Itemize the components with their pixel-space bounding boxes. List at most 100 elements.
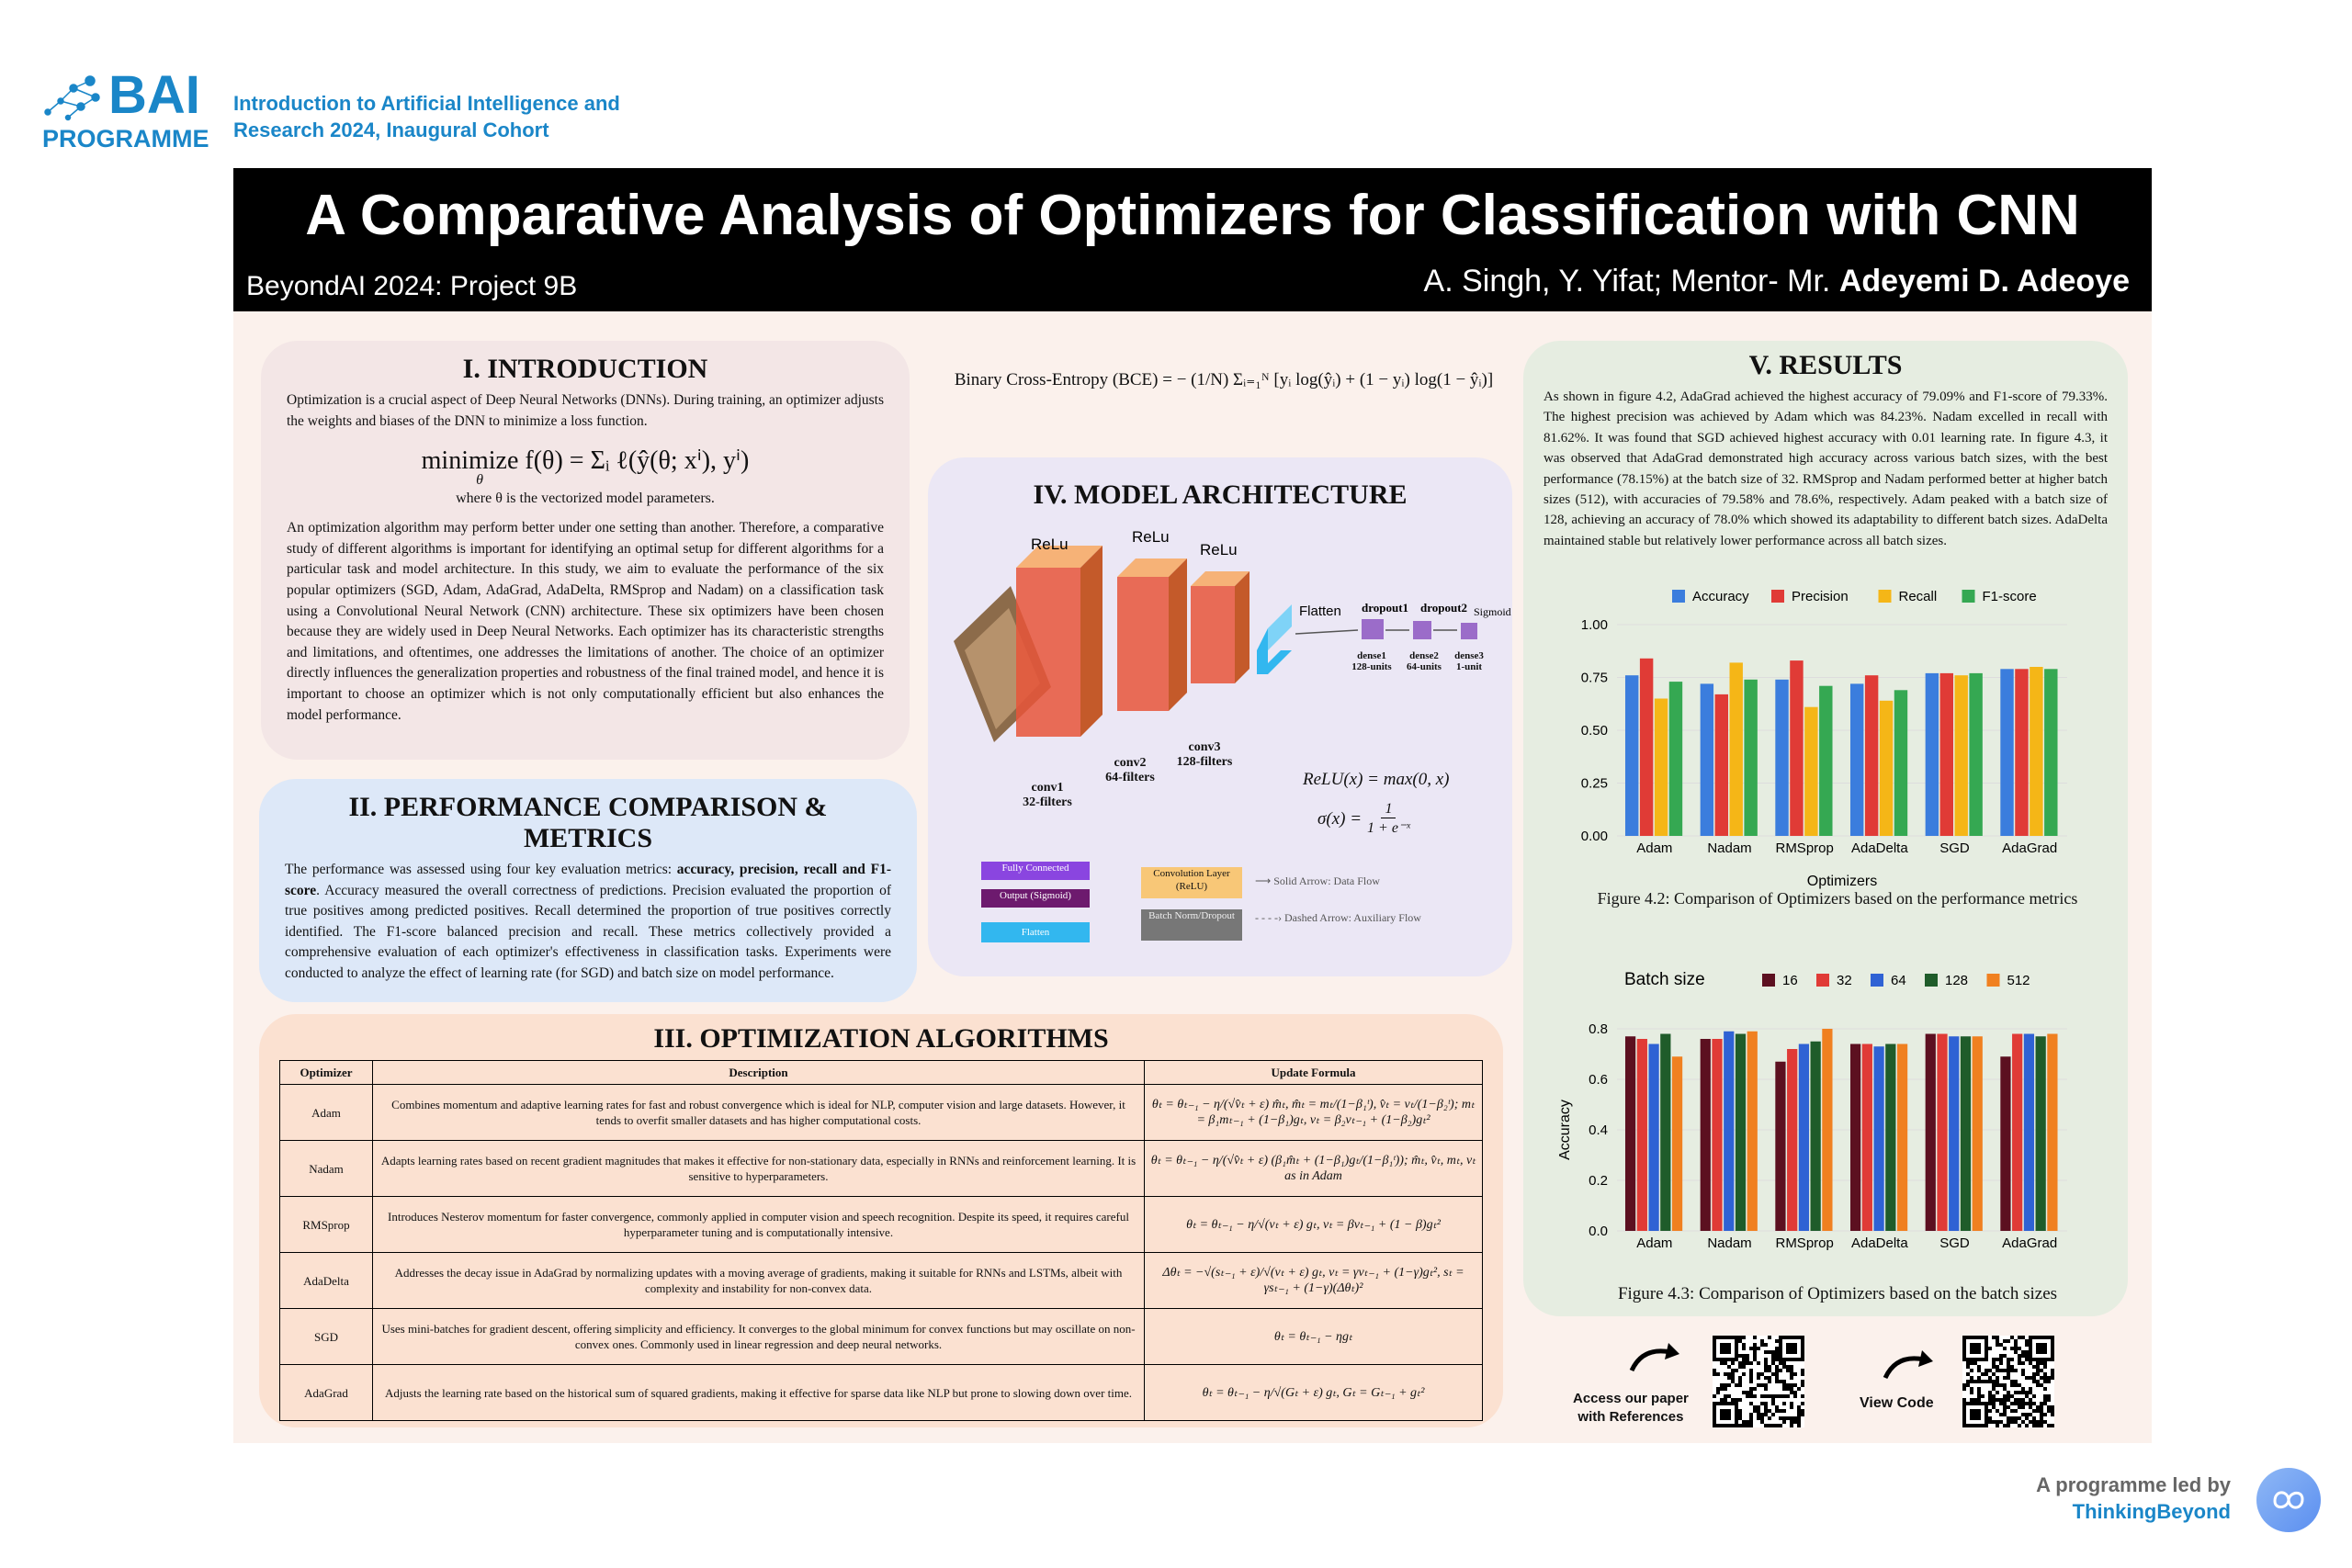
bar-64 <box>2023 1033 2035 1231</box>
legend-swatch <box>1871 974 1883 987</box>
y-tick-label: 0.4 <box>1589 1122 1608 1138</box>
dense3-block <box>1461 623 1477 639</box>
bar-recall <box>1729 662 1743 836</box>
table-row: RMSprop Introduces Nesterov momentum for … <box>279 1196 1483 1253</box>
bar-accuracy <box>1624 675 1639 836</box>
metrics-bar-chart: 0.00 0.25 0.50 0.75 1.00 Adam Nadam RMSprop AdaD… <box>1581 589 2067 889</box>
conv1-sub: 32-filters <box>1023 795 1072 809</box>
conv1-block <box>1016 568 1080 737</box>
table-row: AdaGrad Adjusts the learning rate based o… <box>279 1364 1483 1421</box>
bar-accuracy <box>1925 672 1939 836</box>
metrics-text: The performance was assessed using four … <box>285 860 891 985</box>
bar-512 <box>1671 1056 1683 1231</box>
x-tick-label: RMSprop <box>1775 1235 1833 1251</box>
table-row: SGD Uses mini-batches for gradient descen… <box>279 1308 1483 1365</box>
bar-512 <box>1747 1031 1758 1231</box>
flatten-block <box>1257 628 1268 674</box>
y-tick-label: 1.00 <box>1581 617 1608 633</box>
dense3-sub: 1-unit <box>1455 661 1483 672</box>
paper-link-line-2: with References <box>1577 1409 1684 1425</box>
footer-organization: ThinkingBeyond <box>2072 1500 2231 1523</box>
paper-qr-code[interactable] <box>1713 1336 1804 1427</box>
legend-swatch <box>1771 590 1784 603</box>
formula-cell: θₜ = θₜ₋₁ − η/√(Gₜ + ε) gₜ, Gₜ = Gₜ₋₁ + … <box>1144 1364 1483 1421</box>
metrics-text-bold: accuracy, precision, recall and F1-score <box>285 862 892 898</box>
figure-4-3-caption: Figure 4.3: Comparison of Optimizers bas… <box>1617 1284 2058 1303</box>
algorithms-panel: III. OPTIMIZATION ALGORITHMS Optimizer D… <box>259 1014 1503 1427</box>
bar-precision <box>1864 675 1879 836</box>
architecture-heading: IV. MODEL ARCHITECTURE <box>1033 479 1408 510</box>
conv2-label: conv2 64-filters <box>1084 756 1176 785</box>
formula-cell: Δθₜ = −√(sₜ₋₁ + ε)/√(vₜ + ε) gₜ, vₜ = γv… <box>1144 1252 1483 1309</box>
relu-formula: ReLU(x) = max(0, x) <box>1303 770 1450 789</box>
legend-dashed-text: Dashed Arrow: Auxiliary Flow <box>1283 911 1421 924</box>
cnn-diagram: ReLu ReLu ReLu Flatten dropout1 dropout2… <box>954 528 1511 742</box>
authors: A. Singh, Y. Yifat; Mentor- Mr. Adeyemi … <box>1424 264 2130 299</box>
bar-f1-score <box>1819 685 1833 836</box>
bar-accuracy <box>1849 683 1864 836</box>
bar-16 <box>1849 1043 1861 1231</box>
x-tick-label: Adam <box>1636 840 1672 856</box>
introduction-text-1: Optimization is a crucial aspect of Deep… <box>287 392 884 429</box>
table-header-row: Optimizer Description Update Formula <box>279 1060 1483 1085</box>
code-link-label: View Code <box>1860 1395 1934 1411</box>
objective-formula-note: where θ is the vectorized model paramete… <box>456 491 715 507</box>
legend-output: Output (Sigmoid) <box>981 889 1090 908</box>
y-tick-label: 0.50 <box>1581 723 1608 739</box>
legend-label: Recall <box>1899 589 1938 604</box>
optimizer-cell: RMSprop <box>279 1196 373 1253</box>
bar-recall <box>1654 698 1668 836</box>
optimizer-cell: AdaDelta <box>279 1252 373 1309</box>
y-tick-label: 0.8 <box>1589 1021 1608 1037</box>
dense3-name: dense3 <box>1454 650 1484 661</box>
dense1-block <box>1362 619 1384 639</box>
description-cell: Introduces Nesterov momentum for faster … <box>372 1196 1145 1253</box>
mentor-name: Adeyemi D. Adeoye <box>1838 264 2130 299</box>
code-qr-code[interactable] <box>1962 1336 2054 1427</box>
programme-line-1: Introduction to Artificial Intelligence … <box>233 92 620 115</box>
bar-32 <box>2012 1033 2023 1231</box>
architecture-panel: IV. MODEL ARCHITECTURE ReLu ReLu ReLu F <box>928 457 1512 976</box>
metrics-heading: II. PERFORMANCE COMPARISON & METRICS <box>348 792 828 853</box>
footer-led-by: A programme led by <box>2036 1473 2231 1496</box>
conv3-name: conv3 <box>1188 740 1221 754</box>
legend-label: 32 <box>1837 973 1852 988</box>
project-label: BeyondAI 2024: Project 9B <box>246 271 578 301</box>
col-optimizer: Optimizer <box>279 1060 373 1085</box>
title-banner: A Comparative Analysis of Optimizers for… <box>233 168 2152 311</box>
legend-flatten: Flatten <box>981 922 1090 942</box>
dense2-block <box>1413 621 1431 639</box>
legend-batch-norm: Batch Norm/Dropout <box>1141 909 1242 941</box>
legend-label: 128 <box>1945 973 1968 988</box>
description-cell: Adjusts the learning rate based on the h… <box>372 1364 1145 1421</box>
y-tick-label: 0.0 <box>1589 1224 1608 1239</box>
legend-title: Batch size <box>1624 970 1705 989</box>
bar-f1-score <box>1969 672 1983 836</box>
bar-precision <box>1714 694 1728 836</box>
dense1-sub: 128-units <box>1351 661 1392 672</box>
x-tick-label: SGD <box>1939 840 1970 856</box>
description-cell: Adapts learning rates based on recent gr… <box>372 1140 1145 1197</box>
col-description: Description <box>372 1060 1145 1085</box>
logo-text: BAI <box>108 65 200 125</box>
dense1-name: dense1 <box>1357 650 1386 661</box>
programme-name: Introduction to Artificial Intelligence … <box>233 90 693 143</box>
optimizer-cell: SGD <box>279 1308 373 1365</box>
conv2-name: conv2 <box>1114 756 1147 770</box>
x-tick-label: Nadam <box>1707 1235 1751 1251</box>
objective-formula-subscript: θ <box>476 472 483 489</box>
metrics-panel: II. PERFORMANCE COMPARISON & METRICS The… <box>259 779 917 1002</box>
bar-recall <box>1954 675 1968 836</box>
bar-16 <box>1775 1061 1786 1231</box>
bar-32 <box>1712 1039 1723 1231</box>
algorithms-table: Optimizer Description Update Formula Ada… <box>279 1060 1483 1421</box>
legend-dashed-arrow: - - - -› Dashed Arrow: Auxiliary Flow <box>1255 911 1421 924</box>
thinkingbeyond-logo <box>2256 1468 2321 1532</box>
legend-swatch <box>1925 974 1938 987</box>
x-tick-label: AdaDelta <box>1851 840 1908 856</box>
bar-f1-score <box>1668 682 1683 836</box>
bar-precision <box>1639 658 1654 836</box>
table-row: AdaDelta Addresses the decay issue in Ada… <box>279 1252 1483 1309</box>
legend-fully-connected: Fully Connected <box>981 862 1090 880</box>
results-heading: V. RESULTS <box>1748 350 1903 380</box>
